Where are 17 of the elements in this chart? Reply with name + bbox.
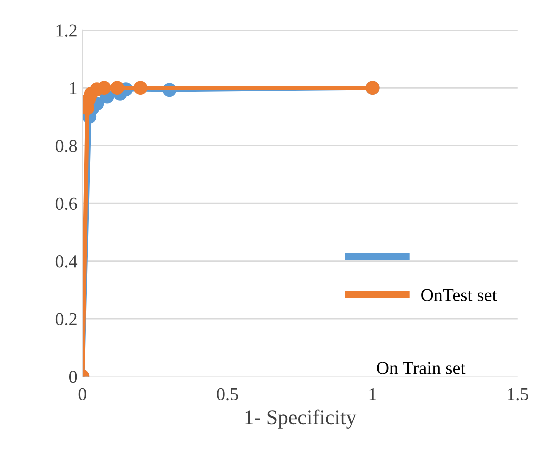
point [98,81,112,96]
y-tick-label: 1 [70,82,77,94]
y-tick-label: 0.6 [56,198,78,210]
y-tick-label: 0 [69,370,78,384]
y-tick-label: 0.2 [56,313,77,326]
x-tick-label: 1.5 [508,388,528,401]
y-tick-label: 0.8 [56,140,78,152]
annotation: On Train set [377,362,466,374]
legend-label: OnTest set [422,289,498,302]
point [110,81,124,96]
x-axis-title: 1- Specificity [246,410,357,429]
y-tick-label: 1.2 [56,24,77,37]
point [134,81,148,96]
y-tick-label: 0.4 [56,256,78,268]
x-tick-label: 0.5 [217,388,238,401]
x-tick-label: 0 [78,388,87,401]
x-tick-label: 1 [370,388,376,400]
